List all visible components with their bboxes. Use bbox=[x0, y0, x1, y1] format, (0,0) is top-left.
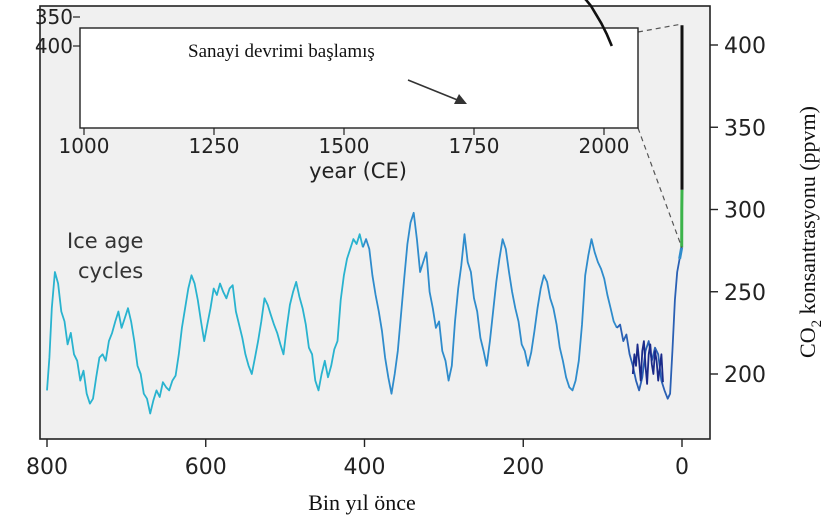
inset-annotation-arrow-line bbox=[407, 79, 461, 102]
main-xlabel: Bin yıl önce bbox=[308, 490, 416, 515]
main-series-line bbox=[678, 247, 684, 260]
inset-annotation: Sanayi devrimi başlamış bbox=[188, 41, 375, 62]
inset-x-tick-label: 1500 bbox=[319, 134, 370, 158]
inset-x-tick-label: 2000 bbox=[579, 134, 630, 158]
main-ylabel: CO2 konsantrasyonu (ppvm) bbox=[795, 106, 824, 358]
main-x-tick-label: 600 bbox=[185, 455, 227, 480]
main-y-tick-label: 300 bbox=[724, 199, 766, 224]
main-series-line bbox=[362, 211, 618, 395]
ylabel-prefix: CO bbox=[795, 327, 820, 358]
inset-x-tick-label: 1000 bbox=[59, 134, 110, 158]
main-series-line bbox=[631, 340, 664, 385]
main-y-tick-label: 350 bbox=[724, 116, 766, 141]
inset-y-tick-label: 350 bbox=[35, 5, 73, 29]
inset-x-tick-label: 1250 bbox=[189, 134, 240, 158]
inset-y-tick-label: 400 bbox=[35, 34, 73, 58]
inset-x-tick-label: 1750 bbox=[449, 134, 500, 158]
main-y-tick-label: 200 bbox=[724, 363, 766, 388]
main-series-line bbox=[46, 233, 364, 415]
main-x-tick-label: 0 bbox=[675, 455, 689, 480]
main-annotation-line2: cycles bbox=[78, 259, 143, 283]
inset-series-line bbox=[584, 0, 613, 47]
inset-annotation-arrowhead bbox=[454, 94, 467, 104]
ylabel-subscript: 2 bbox=[809, 320, 824, 328]
main-x-tick-label: 200 bbox=[502, 455, 544, 480]
main-x-tick-label: 400 bbox=[344, 455, 386, 480]
main-y-tick-label: 250 bbox=[724, 281, 766, 306]
main-x-tick-label: 800 bbox=[26, 455, 68, 480]
main-y-tick-label: 400 bbox=[724, 34, 766, 59]
main-annotation-line1: Ice age bbox=[67, 229, 143, 253]
inset-plot-area bbox=[79, 27, 639, 129]
ylabel-suffix: konsantrasyonu (ppvm) bbox=[795, 106, 820, 320]
zoom-connector-top bbox=[637, 23, 683, 33]
inset-xlabel: year (CE) bbox=[309, 159, 407, 183]
zoom-connector-bottom bbox=[637, 127, 683, 249]
